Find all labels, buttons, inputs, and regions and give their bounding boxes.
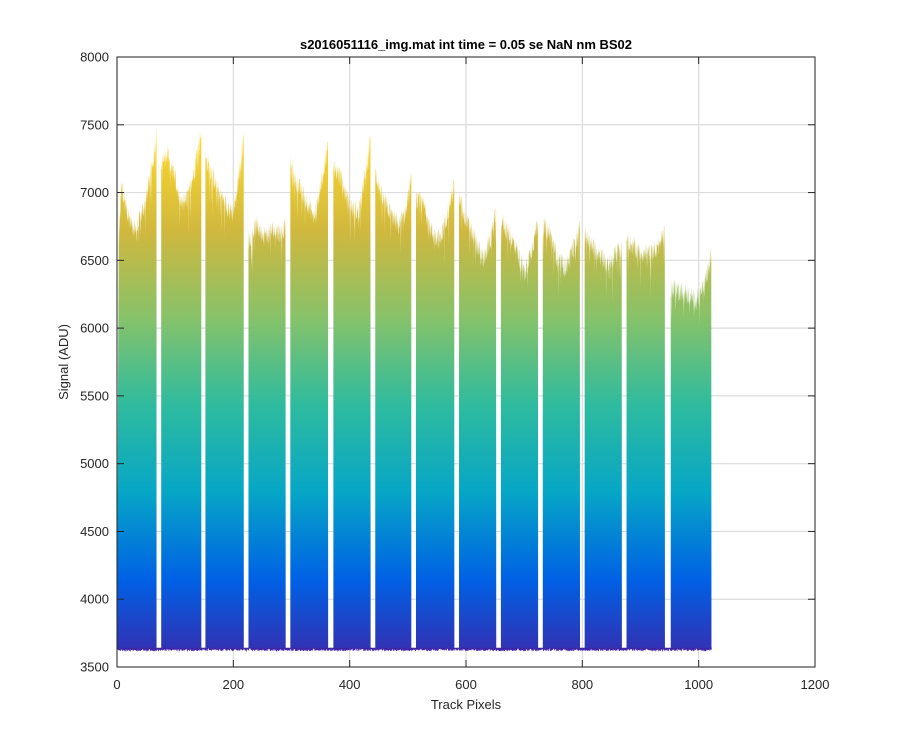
y-tick-label: 8000: [80, 50, 109, 65]
signal-band: [626, 224, 665, 649]
x-tick-label: 200: [222, 677, 244, 692]
x-tick-label: 1000: [684, 677, 713, 692]
y-tick-label: 5500: [80, 388, 109, 403]
y-tick-label: 3500: [80, 660, 109, 675]
y-tick-label: 7500: [80, 117, 109, 132]
y-axis-label: Signal (ADU): [56, 324, 71, 400]
signal-band: [248, 215, 286, 649]
signal-band: [670, 247, 712, 649]
y-tick-label: 4000: [80, 592, 109, 607]
x-tick-label: 800: [571, 677, 593, 692]
signal-band: [415, 178, 455, 649]
x-tick-labels: 0 200 400 600 800 1000 1200: [113, 677, 829, 692]
x-axis-label: Track Pixels: [431, 697, 502, 712]
x-tick-label: 0: [113, 677, 120, 692]
y-tick-label: 7000: [80, 185, 109, 200]
signal-band: [500, 212, 539, 649]
x-tick-label: 1200: [801, 677, 830, 692]
y-tick-label: 5000: [80, 456, 109, 471]
signal-band: [459, 192, 497, 649]
data-bands: [117, 122, 712, 652]
x-tick-label: 600: [455, 677, 477, 692]
signal-band: [375, 166, 412, 649]
x-tick-label: 400: [339, 677, 361, 692]
signal-band: [290, 141, 329, 649]
signal-band: [333, 134, 371, 649]
y-tick-label: 4500: [80, 524, 109, 539]
y-tick-label: 6000: [80, 321, 109, 336]
y-tick-labels: 3500 4000 4500 5000 5500 6000 6500 7000 7500 8000: [80, 50, 109, 675]
signal-band: [584, 225, 622, 649]
chart-title: s2016051116_img.mat int time = 0.05 se N…: [300, 37, 632, 52]
signal-band: [542, 216, 581, 649]
axes: [116, 56, 816, 668]
signal-band: [205, 133, 244, 649]
y-tick-label: 6500: [80, 253, 109, 268]
signal-band: [117, 122, 157, 649]
signal-band: [161, 130, 202, 649]
baseline-noise: [117, 646, 712, 652]
